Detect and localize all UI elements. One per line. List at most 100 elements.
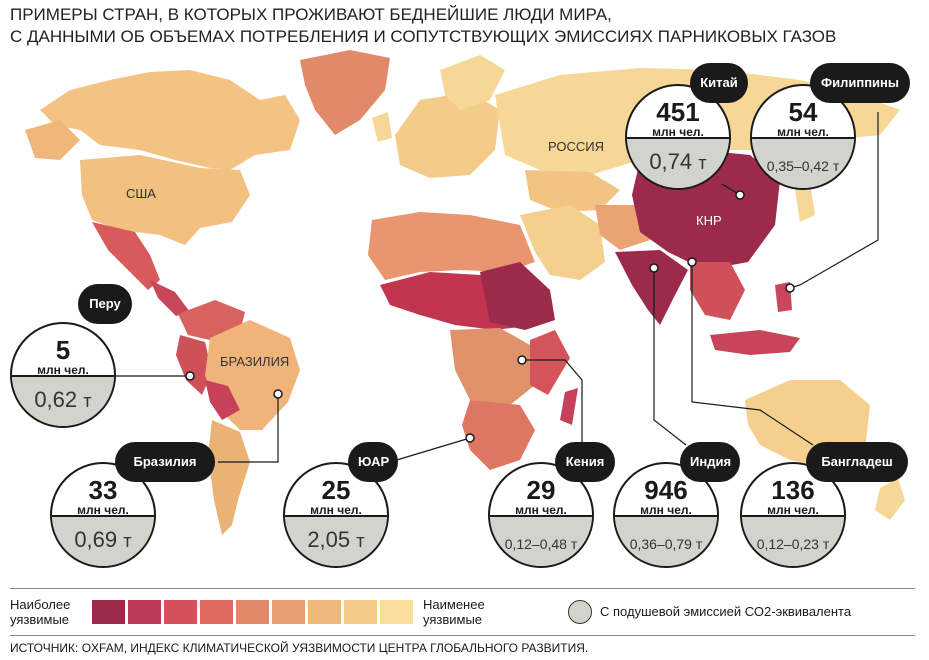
brazil-emission-unit: т <box>123 530 132 551</box>
tag-brazil: Бразилия <box>115 442 215 482</box>
japan-region <box>795 182 815 222</box>
peru-unit: млн чел. <box>37 363 89 377</box>
sa-population: 25 <box>321 475 351 505</box>
india-unit: млн чел. <box>640 503 692 517</box>
kenya-unit: млн чел. <box>515 503 567 517</box>
source-note: ИСТОЧНИК: OXFAM, ИНДЕКС КЛИМАТИЧЕСКОЙ УЯ… <box>10 641 589 655</box>
legend-emission-label: С подушевой эмиссией СО2-эквивалента <box>600 604 852 619</box>
bangladesh-unit: млн чел. <box>767 503 819 517</box>
chart-title: ПРИМЕРЫ СТРАН, В КОТОРЫХ ПРОЖИВАЮТ БЕДНЕ… <box>10 4 910 48</box>
sudan-region <box>480 262 555 330</box>
scandinavia-region <box>440 55 505 110</box>
legend-swatch <box>380 600 413 624</box>
dot-peru <box>185 371 195 381</box>
new-zealand-region <box>875 478 905 520</box>
china-emission-unit: т <box>698 152 707 173</box>
leader-sa <box>389 437 471 463</box>
legend-swatch <box>128 600 161 624</box>
legend-swatch <box>164 600 197 624</box>
tag-peru: Перу <box>78 284 132 324</box>
kenya-emission-unit: т <box>570 536 578 552</box>
canada-region <box>40 70 300 170</box>
leader-philippines <box>789 112 879 289</box>
legend-least-vulnerable: Наименее уязвимые <box>423 597 485 627</box>
india-population: 946 <box>644 475 688 505</box>
southeast-asia-region <box>690 262 745 320</box>
central-africa-region <box>450 328 535 405</box>
brazil-emission: 0,69 <box>74 527 118 552</box>
philippines-unit: млн чел. <box>777 125 829 139</box>
tag-sa: ЮАР <box>348 442 398 482</box>
tag-bangladesh: Бангладеш <box>806 442 908 482</box>
madagascar-region <box>560 388 578 425</box>
label-brazil: БРАЗИЛИЯ <box>220 354 289 369</box>
dot-philippines <box>785 283 795 293</box>
uk-region <box>372 112 392 142</box>
china-population: 451 <box>656 97 700 127</box>
leader-brazil <box>218 394 279 463</box>
peru-region <box>176 335 212 395</box>
bubble-peru: 5 млн чел. 0,62 т <box>10 322 116 428</box>
north-africa-region <box>368 212 535 280</box>
leader-india <box>653 268 687 446</box>
iran-afghanistan-region <box>595 205 650 250</box>
legend-swatch <box>308 600 341 624</box>
alaska-region <box>25 120 80 160</box>
brazil-unit: млн чел. <box>77 503 129 517</box>
india-emission-unit: т <box>695 536 703 552</box>
bubble-bangladesh: 136 млн чел. 0,12–0,23 т <box>740 462 846 568</box>
philippines-emission: 0,35–0,42 <box>766 158 829 174</box>
dot-kenya <box>517 355 527 365</box>
kenya-emission: 0,12–0,48 <box>504 536 567 552</box>
bangladesh-emission: 0,12–0,23 <box>756 536 819 552</box>
kazakhstan-region <box>525 170 620 212</box>
bangladesh-emission-unit: т <box>822 536 830 552</box>
dot-china <box>735 190 745 200</box>
kenya-population: 29 <box>526 475 556 505</box>
indonesia-region <box>710 330 800 355</box>
mexico-region <box>92 222 160 290</box>
tag-philippines: Филиппины <box>810 63 910 103</box>
china-unit: млн чел. <box>652 125 704 139</box>
leader-kenya <box>522 359 583 445</box>
bolivia-region <box>205 380 240 420</box>
philippines-population: 54 <box>788 97 818 127</box>
sa-unit: млн чел. <box>310 503 362 517</box>
sa-emission-unit: т <box>356 530 365 551</box>
usa-region <box>80 155 250 245</box>
leader-bangladesh <box>691 262 814 446</box>
central-america-region <box>150 280 190 316</box>
legend-swatch <box>92 600 125 624</box>
bangladesh-population: 136 <box>771 475 815 505</box>
tag-china: Китай <box>690 63 748 103</box>
tag-kenya: Кения <box>555 442 615 482</box>
dot-bangladesh <box>687 257 697 267</box>
source-divider <box>10 635 915 636</box>
greenland-region <box>300 50 390 135</box>
sa-emission: 2,05 <box>307 527 351 552</box>
brazil-population: 33 <box>88 475 118 505</box>
legend-swatch <box>200 600 233 624</box>
middle-east-region <box>520 205 605 280</box>
argentina-chile-region <box>208 420 250 535</box>
india-emission: 0,36–0,79 <box>629 536 692 552</box>
tag-india: Индия <box>680 442 740 482</box>
peru-emission: 0,62 <box>34 387 78 412</box>
legend-swatch <box>236 600 269 624</box>
dot-india <box>649 263 659 273</box>
leader-lines <box>116 112 879 463</box>
leader-dots <box>185 190 795 443</box>
legend-most-vulnerable: Наиболее уязвимые <box>10 597 71 627</box>
philippines-emission-unit: т <box>832 158 840 174</box>
label-china: КНР <box>696 213 722 228</box>
peru-population: 5 <box>55 335 71 365</box>
legend-divider <box>10 588 915 589</box>
title-line-1: ПРИМЕРЫ СТРАН, В КОТОРЫХ ПРОЖИВАЮТ БЕДНЕ… <box>10 5 612 24</box>
dot-brazil <box>273 389 283 399</box>
china-emission: 0,74 <box>649 149 693 174</box>
dot-sa <box>465 433 475 443</box>
east-africa-region <box>530 330 570 395</box>
label-russia: РОССИЯ <box>548 139 604 154</box>
legend-emission-circle-icon <box>568 600 592 624</box>
europe-region <box>395 92 500 178</box>
